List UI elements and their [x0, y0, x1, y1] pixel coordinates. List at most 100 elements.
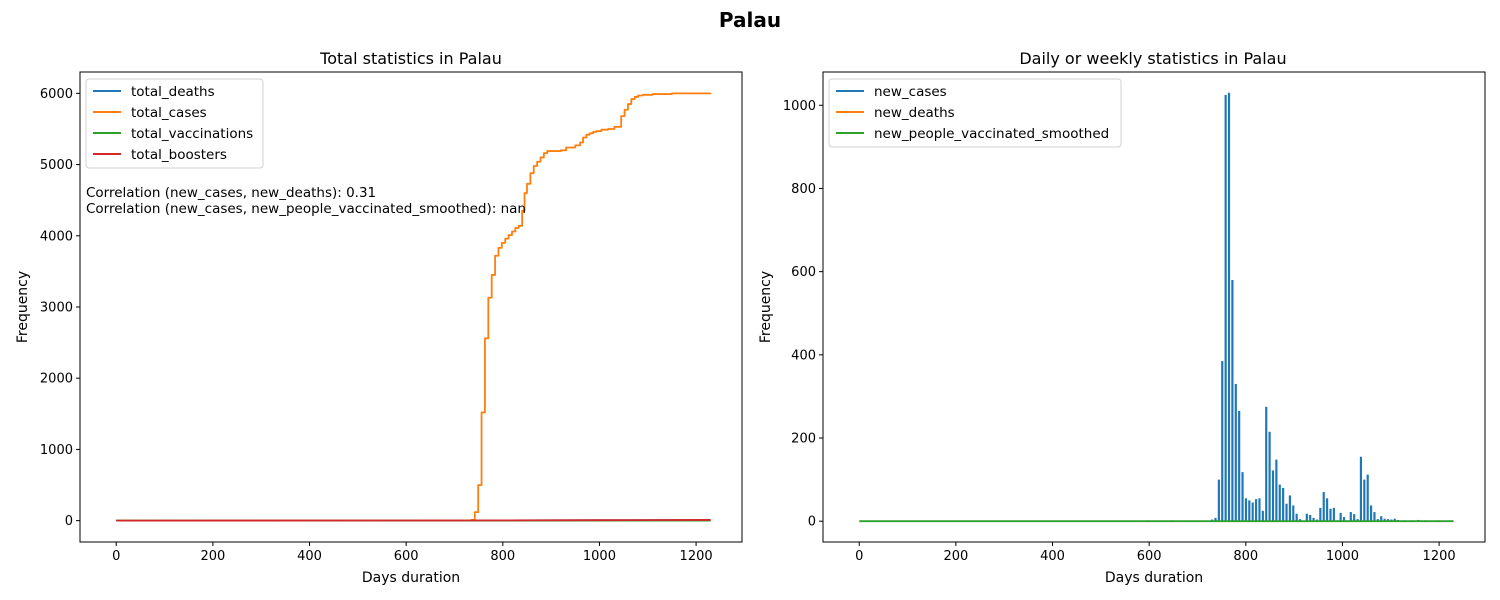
- right-chart-series-new-cases-mark: [1342, 517, 1346, 522]
- right-chart-series-new-cases-mark: [1380, 516, 1383, 522]
- left-chart-series-total-cases: [116, 92, 712, 522]
- right-chart-ytick-label: 600: [791, 265, 816, 280]
- right-chart-series-new-cases-mark: [1234, 383, 1237, 522]
- right-chart-series-new-cases: [1147, 92, 1447, 522]
- right-chart-series-new-cases-mark: [1369, 505, 1373, 522]
- right-chart-title: Daily or weekly statistics in Palau: [1019, 49, 1286, 68]
- legend-label-total-cases: total_cases: [131, 105, 207, 121]
- right-chart-ytick-label: 200: [791, 432, 816, 447]
- right-chart-series-new-cases-mark: [1282, 487, 1285, 522]
- right-chart-series-new-cases-mark: [1221, 361, 1224, 522]
- right-chart-series-new-cases-mark: [1271, 470, 1275, 522]
- left-chart-xtick-label: 400: [297, 549, 322, 564]
- right-chart-series-new-cases-mark: [1238, 410, 1241, 522]
- right-chart-series-new-cases-mark: [1295, 513, 1298, 522]
- right-chart-series-new-cases-mark: [1332, 507, 1335, 522]
- right-chart-series-new-cases-mark: [1254, 499, 1258, 522]
- right-chart-series-new-cases-mark: [1353, 514, 1356, 522]
- left-chart-ytick-label: 4000: [40, 229, 73, 244]
- right-chart-series-new-cases-mark: [1275, 459, 1278, 522]
- right-chart-series-new-cases-mark: [1231, 279, 1234, 522]
- right-chart-xtick-label: 400: [1040, 549, 1065, 564]
- right-chart-series-new-cases-mark: [1292, 505, 1295, 522]
- left-chart-ylabel: Frequency: [15, 271, 31, 343]
- right-chart-series-new-cases-mark: [1305, 513, 1308, 522]
- left-chart-xtick-label: 0: [112, 549, 120, 564]
- right-chart-xtick-label: 600: [1137, 549, 1162, 564]
- right-chart-series-new-cases-mark: [1278, 484, 1281, 522]
- right-chart-xtick-label: 1000: [1326, 549, 1359, 564]
- right-chart-series-new-cases-mark: [1373, 512, 1376, 522]
- left-chart-xtick-label: 600: [394, 549, 419, 564]
- left-chart-xticks: 0 200 400 600 800 1000 1200: [112, 542, 713, 564]
- legend-label-total-boosters: total_boosters: [131, 147, 227, 163]
- left-chart-xtick-label: 1000: [583, 549, 616, 564]
- right-chart-ytick-label: 400: [791, 348, 816, 363]
- legend-label-new-people-vaccinated-smoothed: new_people_vaccinated_smoothed: [874, 126, 1109, 142]
- right-chart-ytick-label: 1000: [783, 99, 816, 114]
- right-chart-series-new-cases-mark: [1319, 507, 1322, 522]
- right-chart-series-new-cases-mark: [1393, 518, 1396, 522]
- right-chart-series-new-cases-mark: [1356, 519, 1359, 522]
- right-chart-series-new-cases-mark: [1363, 479, 1366, 522]
- left-chart-ytick-label: 5000: [40, 158, 73, 173]
- left-chart: Total statistics in Palau 0 200 400 600 800 1…: [15, 49, 743, 586]
- left-chart-yticks: 0 1000 2000 3000 4000 5000 6000: [40, 87, 80, 529]
- right-chart-xtick-label: 800: [1233, 549, 1258, 564]
- right-chart-xlabel: Days duration: [1105, 570, 1203, 586]
- right-chart-series-new-cases-mark: [1288, 495, 1291, 522]
- right-chart-series-new-cases-mark: [1339, 512, 1342, 522]
- right-chart-series-new-cases-mark: [1359, 456, 1363, 522]
- right-chart-xticks: 0 200 400 600 800 1000 1200: [855, 542, 1456, 564]
- right-chart-legend-box: [828, 78, 1122, 148]
- right-chart-legend: new_cases new_deaths new_people_vaccinat…: [828, 78, 1122, 148]
- right-chart-series-new-cases-mark: [1326, 498, 1329, 522]
- left-chart-ytick-label: 3000: [40, 301, 73, 316]
- right-chart-series-new-cases-mark: [1244, 498, 1248, 522]
- right-chart-series-new-cases-mark: [1241, 472, 1244, 522]
- right-chart-series-new-cases-mark: [1386, 519, 1390, 522]
- left-chart-ytick-label: 0: [65, 514, 73, 529]
- right-chart: Daily or weekly statistics in Palau 0 200…: [758, 49, 1486, 586]
- right-chart-series-new-cases-mark: [1312, 517, 1315, 522]
- figure-title: Palau: [719, 8, 781, 32]
- left-chart-xtick-label: 800: [490, 549, 515, 564]
- right-chart-series-new-cases-mark: [1265, 406, 1268, 522]
- right-chart-series-new-cases-mark: [1258, 498, 1261, 522]
- right-chart-series-new-cases-mark: [1349, 512, 1352, 522]
- right-chart-series-new-cases-mark: [1227, 92, 1231, 522]
- right-chart-series-new-cases-mark: [1329, 508, 1332, 522]
- right-chart-ytick-label: 800: [791, 182, 816, 197]
- right-chart-series-new-cases-mark: [1383, 518, 1386, 522]
- right-chart-xtick-label: 200: [943, 549, 968, 564]
- right-chart-series-new-cases-mark: [1224, 94, 1227, 522]
- right-chart-series-new-cases-mark: [1261, 510, 1264, 522]
- right-chart-xtick-label: 0: [855, 549, 863, 564]
- legend-label-total-vaccinations: total_vaccinations: [131, 126, 253, 142]
- legend-label-total-deaths: total_deaths: [131, 84, 215, 100]
- right-chart-series-new-cases-mark: [1285, 503, 1288, 522]
- right-chart-series-new-cases-mark: [1214, 517, 1217, 522]
- left-chart-xtick-label: 200: [200, 549, 225, 564]
- right-chart-series-layer: [859, 92, 1454, 523]
- left-chart-ytick-label: 6000: [40, 87, 73, 102]
- right-chart-series-new-cases-mark: [1298, 519, 1302, 522]
- right-chart-series-new-cases-mark: [1248, 500, 1251, 522]
- right-chart-series-new-cases-mark: [1366, 474, 1369, 522]
- right-chart-yticks: 0 200 400 600 800 1000: [783, 99, 823, 530]
- left-chart-legend: total_deaths total_cases total_vaccinati…: [85, 78, 264, 169]
- left-chart-ytick-label: 1000: [40, 443, 73, 458]
- right-chart-ytick-label: 0: [808, 515, 816, 530]
- left-chart-legend-box: [85, 78, 264, 169]
- left-chart-ytick-label: 2000: [40, 372, 73, 387]
- right-chart-series-new-cases-mark: [1251, 502, 1254, 522]
- right-chart-series-new-cases-mark: [1268, 431, 1271, 522]
- left-chart-xtick-label: 1200: [680, 549, 713, 564]
- left-chart-xlabel: Days duration: [362, 570, 460, 586]
- right-chart-series-new-cases-mark: [1322, 492, 1325, 522]
- legend-label-new-cases: new_cases: [874, 84, 947, 100]
- left-chart-title: Total statistics in Palau: [319, 49, 502, 68]
- correlation-annotation-deaths: Correlation (new_cases, new_deaths): 0.3…: [86, 185, 376, 201]
- right-chart-xtick-label: 1200: [1423, 549, 1456, 564]
